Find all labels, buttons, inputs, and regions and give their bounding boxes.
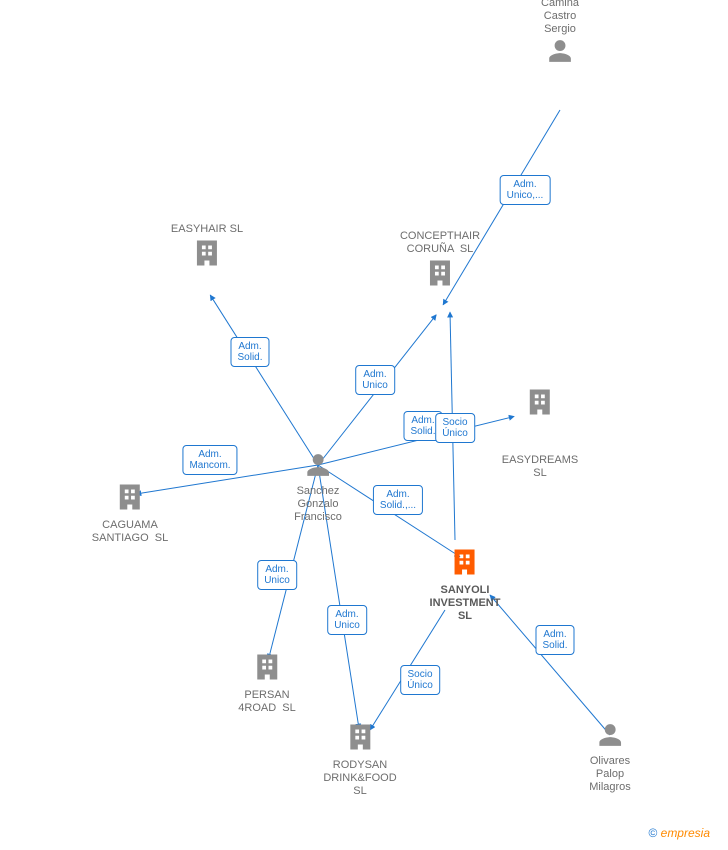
edge bbox=[210, 295, 318, 465]
node-label: EASYHAIR SL bbox=[171, 223, 243, 236]
edge-label: Adm. Unico bbox=[257, 560, 297, 590]
node-caguama[interactable]: CAGUAMASANTIAGO SL bbox=[92, 480, 168, 545]
node-sanyoli[interactable]: SANYOLIINVESTMENTSL bbox=[430, 545, 501, 623]
brand-name: empresia bbox=[661, 826, 710, 840]
copyright-symbol: © bbox=[648, 826, 657, 840]
node-label: RODYSANDRINK&FOODSL bbox=[323, 759, 396, 798]
node-easydreams[interactable]: EASYDREAMSSL bbox=[502, 415, 578, 480]
node-label: SANYOLIINVESTMENTSL bbox=[430, 584, 501, 623]
building-icon bbox=[192, 236, 222, 275]
building-icon bbox=[525, 385, 555, 424]
edge-label: Adm. Solid.,... bbox=[373, 485, 423, 515]
building-icon bbox=[345, 720, 375, 759]
node-persan[interactable]: PERSAN4ROAD SL bbox=[238, 650, 295, 715]
node-label: OlivaresPalopMilagros bbox=[589, 755, 631, 794]
node-label: SanchezGonzaloFrancisco bbox=[294, 485, 342, 524]
node-concepthair[interactable]: CONCEPTHAIRCORUÑA SL bbox=[400, 230, 480, 295]
edge-label: Adm. Solid. bbox=[230, 337, 269, 367]
edge bbox=[490, 595, 610, 735]
edge-label: Socio Único bbox=[435, 413, 475, 443]
building-icon bbox=[450, 545, 480, 584]
edge-label: Socio Único bbox=[400, 665, 440, 695]
person-icon bbox=[547, 36, 573, 71]
node-label: PERSAN4ROAD SL bbox=[238, 689, 295, 715]
diagram-canvas: CamiñaCastroSergio SanchezGonzaloFrancisc… bbox=[0, 0, 728, 850]
node-label: CAGUAMASANTIAGO SL bbox=[92, 519, 168, 545]
node-label: EASYDREAMSSL bbox=[502, 454, 578, 480]
person-icon bbox=[305, 450, 331, 485]
building-icon bbox=[252, 650, 282, 689]
edge-label: Adm. Mancom. bbox=[182, 445, 237, 475]
edge-label: Adm. Unico bbox=[355, 365, 395, 395]
node-sanchez[interactable]: SanchezGonzaloFrancisco bbox=[294, 450, 342, 524]
node-label: CONCEPTHAIRCORUÑA SL bbox=[400, 230, 480, 256]
building-icon bbox=[115, 480, 145, 519]
edge-label: Adm. Unico,... bbox=[500, 175, 551, 205]
node-label: CamiñaCastroSergio bbox=[541, 0, 579, 36]
person-icon bbox=[597, 720, 623, 755]
node-camina[interactable]: CamiñaCastroSergio bbox=[541, 0, 579, 71]
node-rodysan[interactable]: RODYSANDRINK&FOODSL bbox=[323, 720, 396, 798]
edge-label: Adm. Solid. bbox=[535, 625, 574, 655]
building-icon bbox=[425, 256, 455, 295]
footer-copyright: © empresia bbox=[648, 826, 710, 840]
node-easyhair[interactable]: EASYHAIR SL bbox=[171, 223, 243, 275]
edge-label: Adm. Unico bbox=[327, 605, 367, 635]
node-olivares[interactable]: OlivaresPalopMilagros bbox=[589, 720, 631, 794]
